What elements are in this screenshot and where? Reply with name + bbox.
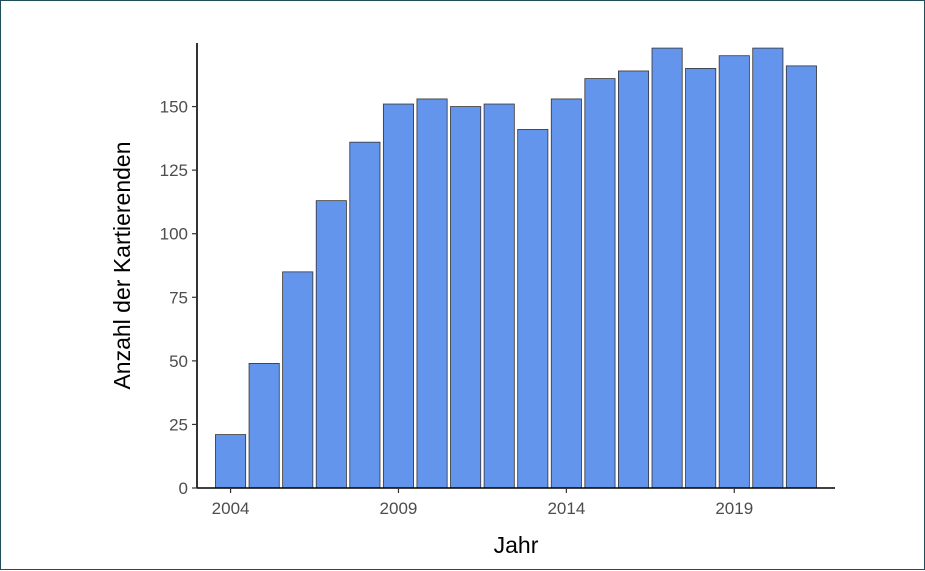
y-tick-label-125: 125 (160, 161, 188, 180)
x-tick-label-2004: 2004 (212, 499, 250, 518)
bar-2009 (382, 103, 414, 489)
bar-2008 (349, 141, 381, 489)
bar-2021 (785, 65, 817, 489)
bar-2019 (718, 55, 750, 489)
bar-2018 (685, 68, 717, 489)
bars-group (215, 47, 817, 489)
bar-2011 (450, 106, 482, 489)
bar-2004 (215, 434, 247, 489)
y-ticks-group: 0 25 50 75 100 125 150 (160, 98, 197, 498)
bar-2010 (416, 98, 448, 489)
x-axis-title: Jahr (494, 532, 539, 558)
x-tick-label-2009: 2009 (380, 499, 418, 518)
bar-2006 (282, 271, 314, 489)
bar-2012 (483, 103, 515, 489)
y-tick-label-100: 100 (160, 225, 188, 244)
y-tick-label-150: 150 (160, 98, 188, 117)
y-tick-label-0: 0 (179, 479, 188, 498)
bar-2020 (752, 47, 784, 489)
x-tick-label-2019: 2019 (715, 499, 753, 518)
bar-2015 (584, 78, 616, 489)
y-tick-label-50: 50 (169, 352, 188, 371)
y-axis-title: Anzahl der Kartierenden (109, 141, 135, 389)
y-tick-label-25: 25 (169, 415, 188, 434)
bar-2005 (248, 362, 280, 489)
bar-2016 (618, 70, 650, 489)
x-ticks-group: 2004 2009 2014 2019 (212, 488, 753, 518)
y-tick-label-75: 75 (169, 288, 188, 307)
bar-2017 (651, 47, 683, 489)
x-tick-label-2014: 2014 (547, 499, 585, 518)
bar-2014 (550, 98, 582, 489)
bar-2007 (315, 200, 347, 489)
bar-2013 (517, 129, 549, 489)
